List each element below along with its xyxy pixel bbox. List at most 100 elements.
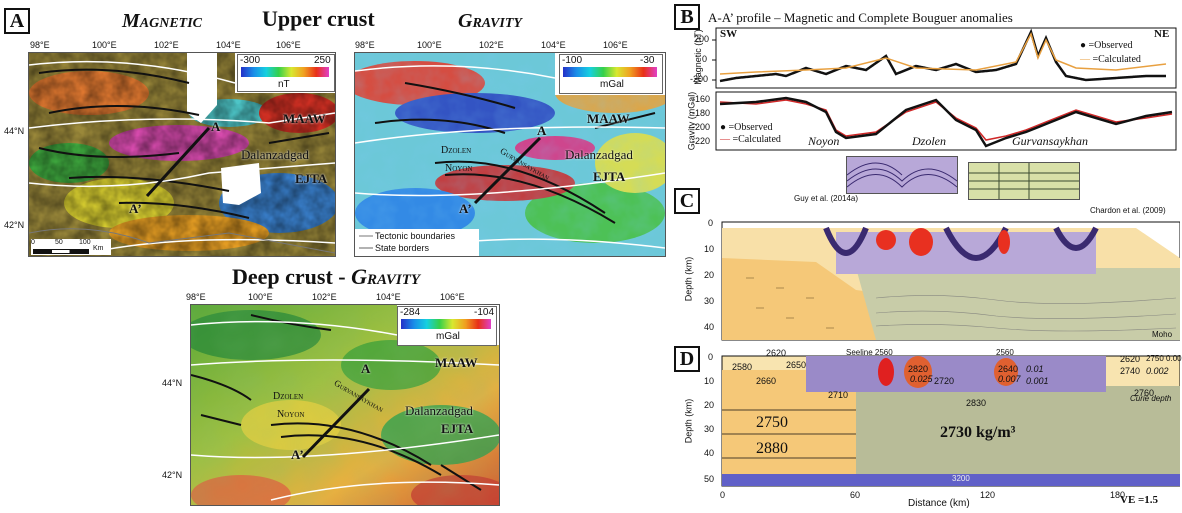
d-ytick-50: 50: [704, 474, 715, 484]
section-d: Depth (km) 0 10 20 30 40 50 0 60 120 180…: [676, 348, 1182, 509]
d-density-2620b: 2620: [1120, 354, 1141, 364]
mag-scale-100: 100: [79, 239, 91, 246]
profile-gurvan: Gurvansaykhan: [1012, 134, 1088, 148]
deep-crust-title: Deep crust - Gravity: [232, 264, 420, 290]
panel-label-d: D: [674, 346, 700, 372]
panel-label-c: C: [674, 188, 700, 214]
grav-lon-100: 100°E: [417, 40, 442, 50]
grav-cbar-max: -30: [640, 55, 655, 66]
gravity-profile-chart: Gravity (mGal) -160 -180 -200 -220 ● =Ob…: [676, 90, 1180, 152]
gravity-upper-title: Gravity: [458, 10, 522, 32]
d-v2750: 2750 0.001: [1146, 354, 1182, 363]
d-ytick-0: 0: [708, 352, 714, 362]
d-ytick-20: 20: [704, 400, 715, 410]
guy-sketch: [846, 156, 958, 194]
section-c-ytick-30: 30: [704, 296, 715, 306]
grav-label-ejta: EJTA: [593, 169, 626, 184]
deep-cbar-max: -104: [474, 307, 495, 318]
section-c: Depth (km) 0 10 20 30 40 Moho: [676, 218, 1181, 344]
mag-city-dalanzadgad: Dalanzadgad: [241, 147, 309, 162]
grav-lon-102: 102°E: [479, 40, 504, 50]
deep-label-a-prime: A’: [291, 447, 304, 462]
magnetic-title: Magnetic: [122, 10, 203, 32]
magnetic-map: -300 250 nT A A’ MAAW EJTA Dalanzadgad 0…: [28, 52, 336, 257]
d-density-2750: 2750: [756, 414, 788, 431]
profile-title: A-A’ profile – Magnetic and Complete Bou…: [708, 10, 1013, 25]
mag-scale-50: 50: [55, 239, 63, 246]
mag-cbar-unit: nT: [278, 79, 290, 90]
deep-lon-106: 106°E: [440, 292, 465, 302]
gravity-observed-line: [719, 96, 1173, 148]
d-density-2580: 2580: [732, 362, 753, 372]
deep-crust-title-text: Deep crust -: [232, 264, 352, 289]
mag-lon-98: 98°E: [30, 40, 50, 50]
grav-ytick-220: -220: [692, 136, 711, 146]
grav-ytick-180: -180: [692, 108, 711, 118]
mag-lon-106: 106°E: [276, 40, 301, 50]
d-density-2760: 2760: [1134, 388, 1155, 398]
mag-lat-44: 44°N: [4, 126, 25, 136]
d-ve: VE =1.5: [1120, 494, 1159, 506]
grav-cbar-min: -100: [562, 55, 583, 66]
deep-lat-44: 44°N: [162, 378, 183, 388]
panel-label-b: B: [674, 4, 700, 30]
d-xtick-120: 120: [980, 490, 996, 500]
section-c-ylabel: Depth (km): [683, 256, 694, 302]
gravity-upper-map: -100 -30 mGal A A’ MAAW EJTA Dalanzadgad…: [354, 52, 666, 257]
mag-lon-100: 100°E: [92, 40, 117, 50]
mag-lon-104: 104°E: [216, 40, 241, 50]
grav-label-noyon: Noyon: [445, 163, 473, 174]
deep-lon-98: 98°E: [186, 292, 206, 302]
mag-legend-observed-text: =Observed: [1088, 40, 1133, 51]
grav-ytick-200: -200: [692, 122, 711, 132]
mag-label-maaw: MAAW: [283, 111, 326, 126]
profile-dzolen: Dzolen: [912, 134, 946, 148]
upper-crust-title: Upper crust: [262, 6, 375, 31]
section-c-ytick-40: 40: [704, 322, 715, 332]
d-susc-0007: 0.007: [998, 374, 1021, 384]
d-density-2880: 2880: [756, 440, 788, 457]
d-susc-001: 0.01: [1026, 364, 1044, 374]
d-curie: Curie depth: [1130, 394, 1172, 403]
grav-legend-observed-text: =Observed: [728, 122, 773, 133]
grav-lon-98: 98°E: [355, 40, 375, 50]
grav-legend-state: State borders: [375, 243, 430, 253]
mag-label-ejta: EJTA: [295, 171, 328, 186]
d-xtick-60: 60: [850, 490, 861, 500]
deep-colorbar: -284 -104 mGal: [397, 306, 497, 346]
grav-cbar-gradient: [563, 67, 657, 77]
deep-crust-title-gravity: Gravity: [351, 264, 421, 289]
mag-scalebar: 0 50 100 Km: [31, 239, 111, 255]
section-c-ytick-0: 0: [708, 218, 714, 228]
deep-label-ejta: EJTA: [441, 421, 474, 436]
d-density-2720: 2720: [934, 376, 955, 386]
mag-lat-42: 42°N: [4, 220, 25, 230]
d-density-2820: 2820: [908, 364, 929, 374]
d-xtick-0: 0: [720, 490, 726, 500]
d-density-2740: 2740: [1120, 366, 1141, 376]
deep-lon-104: 104°E: [376, 292, 401, 302]
magnetic-observed-line: [719, 28, 1166, 83]
grav-lon-106: 106°E: [603, 40, 628, 50]
section-c-ytick-10: 10: [704, 244, 715, 254]
mag-label-a-prime: A’: [129, 201, 142, 216]
d-xtick-180: 180: [1110, 490, 1126, 500]
grav-label-a: A: [537, 123, 547, 138]
mag-legend-calculated: — =Calculated: [1080, 54, 1141, 65]
grav-legend-calculated: — =Calculated: [720, 134, 781, 145]
deep-label-noyon: Noyon: [277, 409, 305, 420]
mag-cbar-max: 250: [314, 55, 331, 66]
grav-legend: Tectonic boundaries State borders: [355, 229, 479, 256]
mag-scale-unit: Km: [93, 245, 104, 252]
d-density-2620a: 2620: [766, 348, 787, 358]
profile-noyon: Noyon: [808, 134, 840, 148]
d-v2560: 2560: [996, 348, 1014, 357]
mag-cbar-min: -300: [240, 55, 261, 66]
deep-crust-map: -284 -104 mGal A A’ MAAW EJTA Dalanzadga…: [190, 304, 500, 506]
magnetic-profile-chart: Magnetic (nT) 200 0 -200 SW NE ● =Observ…: [676, 26, 1180, 90]
d-density-3200: 3200: [952, 474, 970, 483]
d-density-2660: 2660: [756, 376, 777, 386]
mag-ytick-0: 0: [702, 54, 708, 64]
d-susc-0025: 0.025: [910, 374, 933, 384]
d-susc-0002: 0.002: [1146, 366, 1169, 376]
